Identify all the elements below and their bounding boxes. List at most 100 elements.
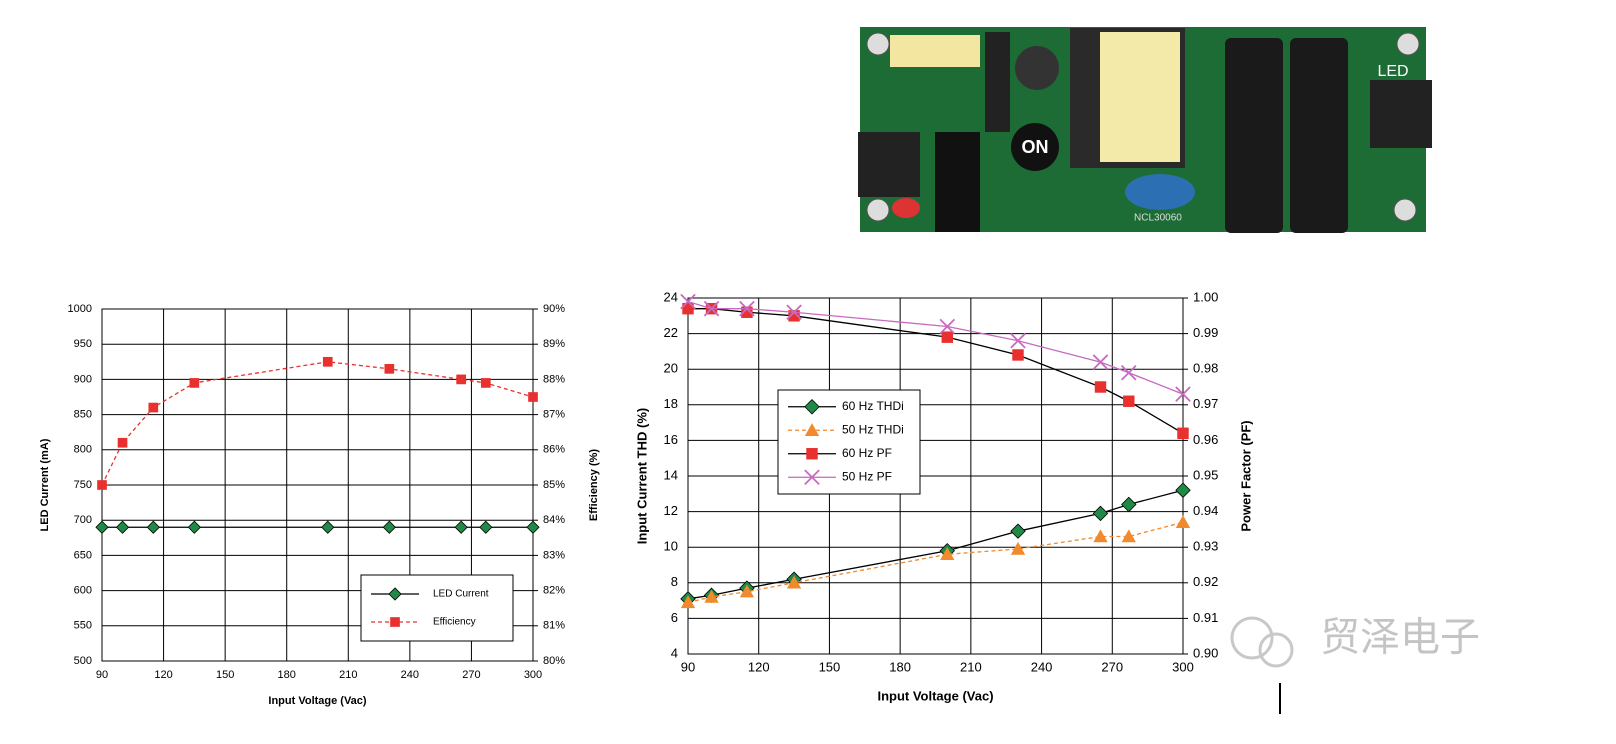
y-tick-label: 14 xyxy=(664,467,678,482)
pcb-photo: ON LED NCL30060 xyxy=(858,27,1432,233)
y-tick-label: 4 xyxy=(671,645,678,660)
y-tick-label: 600 xyxy=(74,585,92,597)
marker xyxy=(1012,349,1024,361)
logo: ON xyxy=(1022,137,1049,157)
terminal xyxy=(1370,80,1432,148)
marker xyxy=(526,520,540,534)
marker xyxy=(739,300,755,317)
marker xyxy=(479,520,493,534)
terminal xyxy=(858,132,920,197)
marker xyxy=(788,310,800,322)
legend-marker xyxy=(390,617,400,627)
marker xyxy=(187,520,201,534)
marker xyxy=(682,302,694,315)
marker xyxy=(117,437,128,448)
marker xyxy=(703,300,720,317)
y2-tick-label: 0.90 xyxy=(1193,645,1218,660)
marker xyxy=(384,364,395,374)
legend xyxy=(360,574,514,642)
y2-tick-label: 90% xyxy=(543,303,565,315)
marker xyxy=(322,356,333,367)
legend-label: 50 Hz PF xyxy=(842,469,892,483)
y2-tick-label: 89% xyxy=(543,338,565,350)
x-tick-label: 300 xyxy=(1172,659,1194,674)
y-tick-label: 800 xyxy=(74,444,92,456)
y-axis-label: Input Current THD (%) xyxy=(634,408,649,544)
mount-hole xyxy=(866,32,890,56)
x-axis-label: Input Voltage (Vac) xyxy=(877,688,993,703)
x-tick-label: 150 xyxy=(216,669,234,681)
marker xyxy=(1092,505,1109,522)
marker xyxy=(97,480,107,490)
y-tick-label: 8 xyxy=(671,574,678,589)
inductor xyxy=(1015,46,1059,90)
marker xyxy=(1175,386,1191,402)
x-tick-label: 210 xyxy=(960,659,982,674)
mount-hole xyxy=(1396,32,1420,56)
capacitor-y xyxy=(1125,174,1195,210)
marker xyxy=(1177,427,1189,439)
y2-tick-label: 0.93 xyxy=(1193,539,1218,554)
y2-tick-label: 0.95 xyxy=(1193,467,1218,482)
watermark-icon xyxy=(1230,616,1274,660)
connector-label: LED xyxy=(1377,63,1408,80)
part-label: NCL30060 xyxy=(1134,213,1182,224)
legend-marker xyxy=(806,448,818,460)
legend-label: 50 Hz THDi xyxy=(842,422,904,436)
y2-tick-label: 85% xyxy=(543,479,565,491)
marker xyxy=(382,520,396,534)
x-tick-label: 120 xyxy=(154,669,172,681)
x-axis-label: Input Voltage (Vac) xyxy=(268,695,367,707)
x-tick-label: 90 xyxy=(681,659,695,674)
marker xyxy=(1175,482,1191,498)
y2-tick-label: 83% xyxy=(543,549,565,561)
marker xyxy=(1121,496,1137,513)
y-tick-label: 20 xyxy=(664,361,678,376)
capacitor xyxy=(1290,38,1348,233)
marker xyxy=(1175,515,1191,528)
y-tick-label: 850 xyxy=(74,409,92,421)
marker xyxy=(456,374,467,385)
y2-tick-label: 81% xyxy=(543,620,565,632)
y-tick-label: 950 xyxy=(74,338,92,350)
series-line xyxy=(687,521,1184,604)
legend-label: 60 Hz THDi xyxy=(842,399,904,413)
marker xyxy=(189,378,200,388)
x-tick-label: 150 xyxy=(819,659,841,674)
marker xyxy=(528,392,538,402)
marker xyxy=(680,595,696,609)
y-tick-label: 700 xyxy=(74,514,92,526)
marker xyxy=(1010,541,1026,555)
transformer xyxy=(1100,32,1180,162)
x-tick-label: 300 xyxy=(524,669,542,681)
y-tick-label: 1000 xyxy=(68,303,92,315)
marker xyxy=(95,520,109,534)
y-tick-label: 550 xyxy=(74,620,92,632)
mount-hole xyxy=(1393,198,1417,222)
x-tick-label: 240 xyxy=(1031,659,1053,674)
y2-tick-label: 84% xyxy=(543,514,565,526)
marker xyxy=(1121,529,1136,543)
watermark-icon xyxy=(1258,632,1294,668)
y2-tick-label: 0.91 xyxy=(1193,610,1218,625)
marker xyxy=(115,520,130,534)
y2-axis-label: Power Factor (PF) xyxy=(1238,420,1253,531)
y-axis-label: LED Current (mA) xyxy=(39,438,51,531)
y2-tick-label: 82% xyxy=(543,585,565,597)
x-tick-label: 270 xyxy=(462,669,480,681)
legend-marker xyxy=(804,469,820,486)
marker xyxy=(321,520,335,534)
mount-hole xyxy=(866,198,890,222)
y-tick-label: 24 xyxy=(664,289,678,304)
y2-tick-label: 0.99 xyxy=(1193,325,1218,340)
y-tick-label: 12 xyxy=(664,503,678,518)
x-tick-label: 240 xyxy=(401,669,419,681)
marker xyxy=(480,378,491,388)
y2-tick-label: 0.92 xyxy=(1193,574,1218,589)
y-tick-label: 6 xyxy=(671,610,678,625)
marker xyxy=(1121,364,1137,381)
y2-tick-label: 0.97 xyxy=(1193,396,1218,411)
capacitor xyxy=(1225,38,1283,233)
marker xyxy=(786,304,802,321)
